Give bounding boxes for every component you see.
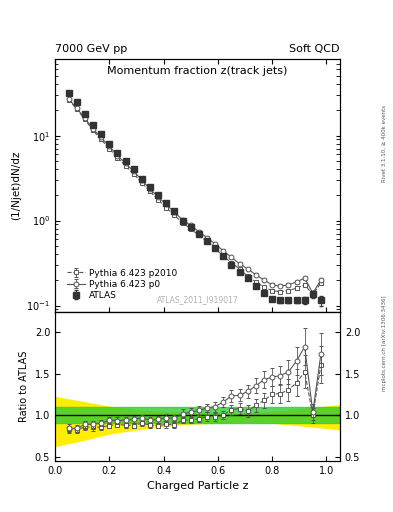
Y-axis label: Ratio to ATLAS: Ratio to ATLAS <box>19 351 29 422</box>
Text: Soft QCD: Soft QCD <box>290 44 340 54</box>
X-axis label: Charged Particle z: Charged Particle z <box>147 481 248 491</box>
Text: Rivet 3.1.10, ≥ 400k events: Rivet 3.1.10, ≥ 400k events <box>382 105 387 182</box>
Text: Momentum fraction z(track jets): Momentum fraction z(track jets) <box>107 67 288 76</box>
Text: ATLAS_2011_I919017: ATLAS_2011_I919017 <box>156 295 239 304</box>
Text: mcplots.cern.ch [arXiv:1306.3436]: mcplots.cern.ch [arXiv:1306.3436] <box>382 295 387 391</box>
Y-axis label: (1/Njet)dN/dz: (1/Njet)dN/dz <box>11 151 21 220</box>
Legend: Pythia 6.423 p2010, Pythia 6.423 p0, ATLAS: Pythia 6.423 p2010, Pythia 6.423 p0, ATL… <box>65 267 179 302</box>
Text: 7000 GeV pp: 7000 GeV pp <box>55 44 127 54</box>
